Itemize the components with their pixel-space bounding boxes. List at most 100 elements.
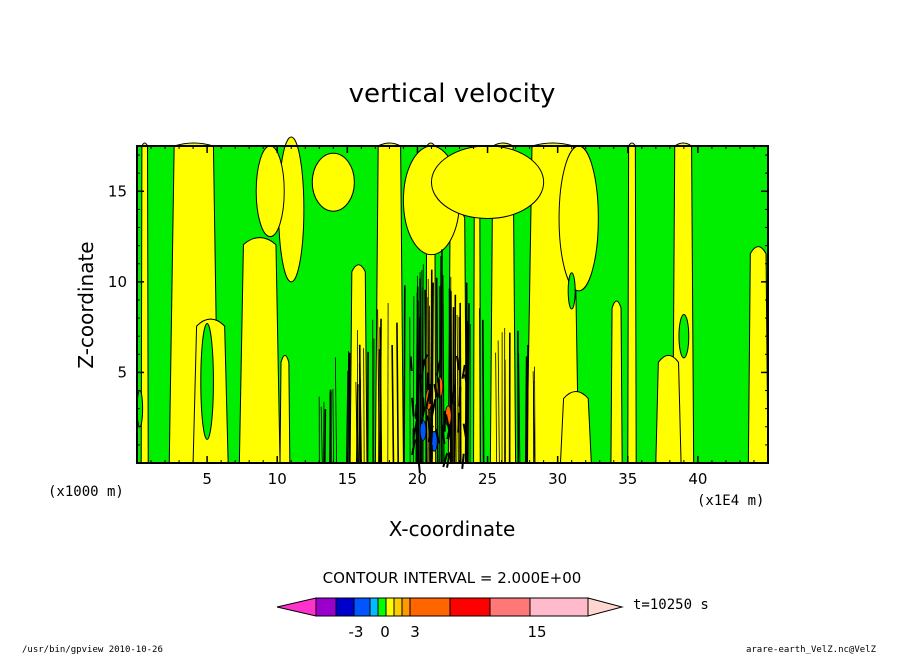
positive-band-13 bbox=[559, 391, 592, 464]
positive-band-17 bbox=[655, 354, 682, 464]
chart-title: vertical velocity bbox=[349, 79, 556, 109]
colorbar-label: 3 bbox=[410, 623, 420, 641]
colorbar-swatch-2 bbox=[335, 597, 355, 617]
dense-contour-16 bbox=[463, 374, 470, 389]
colorbar bbox=[276, 597, 624, 617]
striation-line-38 bbox=[334, 357, 338, 464]
striation-line-53 bbox=[358, 344, 362, 464]
positive-band-18 bbox=[747, 246, 769, 464]
colorbar-swatch-3 bbox=[353, 597, 371, 617]
striation-line-61 bbox=[347, 354, 350, 464]
colorbar-swatch-9 bbox=[409, 597, 451, 617]
plot-frame bbox=[136, 145, 769, 464]
dense-contour-32 bbox=[446, 452, 451, 468]
x-tick-label: 5 bbox=[202, 470, 212, 488]
striation-line-51 bbox=[363, 348, 365, 464]
striation-line-20 bbox=[526, 344, 529, 464]
colorbar-swatch-11 bbox=[489, 597, 531, 617]
footer-right: arare-earth_VelZ.nc@VelZ bbox=[746, 645, 877, 654]
striation-line-85 bbox=[355, 384, 359, 464]
dense-contour-6 bbox=[458, 386, 462, 407]
striation-line-65 bbox=[497, 340, 500, 464]
x-tick-label: 40 bbox=[688, 470, 707, 488]
y-tick-label: 15 bbox=[108, 182, 127, 200]
striation-line-23 bbox=[377, 309, 380, 464]
striation-line-22 bbox=[366, 351, 369, 464]
striation-line-37 bbox=[479, 308, 481, 464]
dense-contour-4 bbox=[412, 421, 418, 438]
negative-island-4 bbox=[567, 272, 576, 310]
x-units-label: (x1E4 m) bbox=[697, 493, 764, 509]
positive-band-5 bbox=[279, 354, 291, 464]
x-tick-label: 10 bbox=[268, 470, 287, 488]
dense-contour-10 bbox=[450, 384, 456, 405]
positive-blob-4 bbox=[558, 145, 599, 292]
dense-contour-22 bbox=[409, 356, 413, 372]
striation-line-74 bbox=[403, 285, 406, 464]
x-tick-label: 20 bbox=[408, 470, 427, 488]
dense-contour-37 bbox=[461, 453, 465, 470]
positive-band-6 bbox=[349, 264, 368, 464]
dense-contour-14 bbox=[430, 399, 437, 420]
colorbar-swatch-10 bbox=[449, 597, 491, 617]
colorbar-swatch-7 bbox=[393, 597, 403, 617]
striation-line-63 bbox=[482, 319, 485, 464]
colorbar-swatch-4 bbox=[369, 597, 379, 617]
colorbar-label: -3 bbox=[349, 623, 364, 641]
dense-contour-18 bbox=[457, 412, 461, 433]
positive-blob-2 bbox=[430, 145, 545, 219]
striation-line-73 bbox=[454, 297, 457, 464]
dense-contour-29 bbox=[420, 406, 426, 424]
dense-contour-35 bbox=[447, 424, 452, 441]
x-axis-ticks: 5 10 15 20 25 30 35 40 bbox=[150, 146, 755, 488]
dense-contour-27 bbox=[422, 354, 428, 367]
dense-contour-7 bbox=[435, 428, 440, 444]
striation-line-1 bbox=[427, 278, 430, 464]
dense-contour-11 bbox=[415, 408, 420, 422]
striation-line-76 bbox=[517, 364, 519, 464]
colorbar-swatch-8 bbox=[401, 597, 411, 617]
dense-contour-2 bbox=[435, 359, 442, 376]
colorbar-high-arrow bbox=[587, 597, 624, 617]
striation-line-7 bbox=[345, 371, 349, 464]
striation-line-52 bbox=[532, 371, 535, 464]
y-units-label: (x1000 m) bbox=[48, 484, 124, 500]
colorbar-label: 0 bbox=[380, 623, 390, 641]
colorbar-swatch-12 bbox=[529, 597, 589, 617]
negative-island-3 bbox=[678, 313, 690, 359]
colorbar-swatch-5 bbox=[377, 597, 387, 617]
positive-band-3 bbox=[238, 237, 281, 464]
colorbar-swatch-6 bbox=[385, 597, 395, 617]
striation-line-68 bbox=[524, 356, 528, 464]
striation-line-58 bbox=[391, 344, 395, 464]
striation-line-71 bbox=[442, 274, 445, 464]
contour-field bbox=[136, 136, 769, 474]
negative-island-1 bbox=[200, 323, 214, 440]
dense-contour-38 bbox=[455, 355, 460, 371]
y-tick-label: 10 bbox=[108, 273, 127, 291]
striation-line-84 bbox=[415, 286, 419, 464]
colorbar-tick-labels: -3 0 3 15 bbox=[349, 623, 547, 641]
dense-contour-30 bbox=[411, 397, 415, 417]
y-axis-label: Z-coordinate bbox=[74, 241, 98, 368]
striation-line-46 bbox=[417, 316, 420, 464]
dense-contour-33 bbox=[437, 378, 441, 399]
striation-line-56 bbox=[518, 353, 521, 464]
footer-left: /usr/bin/gpview 2010-10-26 bbox=[22, 645, 163, 654]
colorbar-swatch-1 bbox=[315, 597, 337, 617]
striation-line-32 bbox=[332, 388, 335, 464]
positive-band-15 bbox=[627, 142, 637, 464]
positive-blob-5 bbox=[255, 145, 285, 238]
x-tick-label: 25 bbox=[478, 470, 497, 488]
striation-line-83 bbox=[456, 315, 459, 464]
striation-line-11 bbox=[396, 322, 399, 464]
dense-contour-17 bbox=[426, 415, 432, 435]
striation-line-88 bbox=[459, 302, 462, 464]
dense-contour-15 bbox=[433, 383, 438, 398]
dense-contour-31 bbox=[462, 423, 468, 443]
positive-blob-6 bbox=[311, 152, 355, 212]
striation-line-27 bbox=[323, 409, 327, 464]
striation-line-90 bbox=[320, 406, 323, 464]
colorbar-low-arrow bbox=[276, 597, 317, 617]
